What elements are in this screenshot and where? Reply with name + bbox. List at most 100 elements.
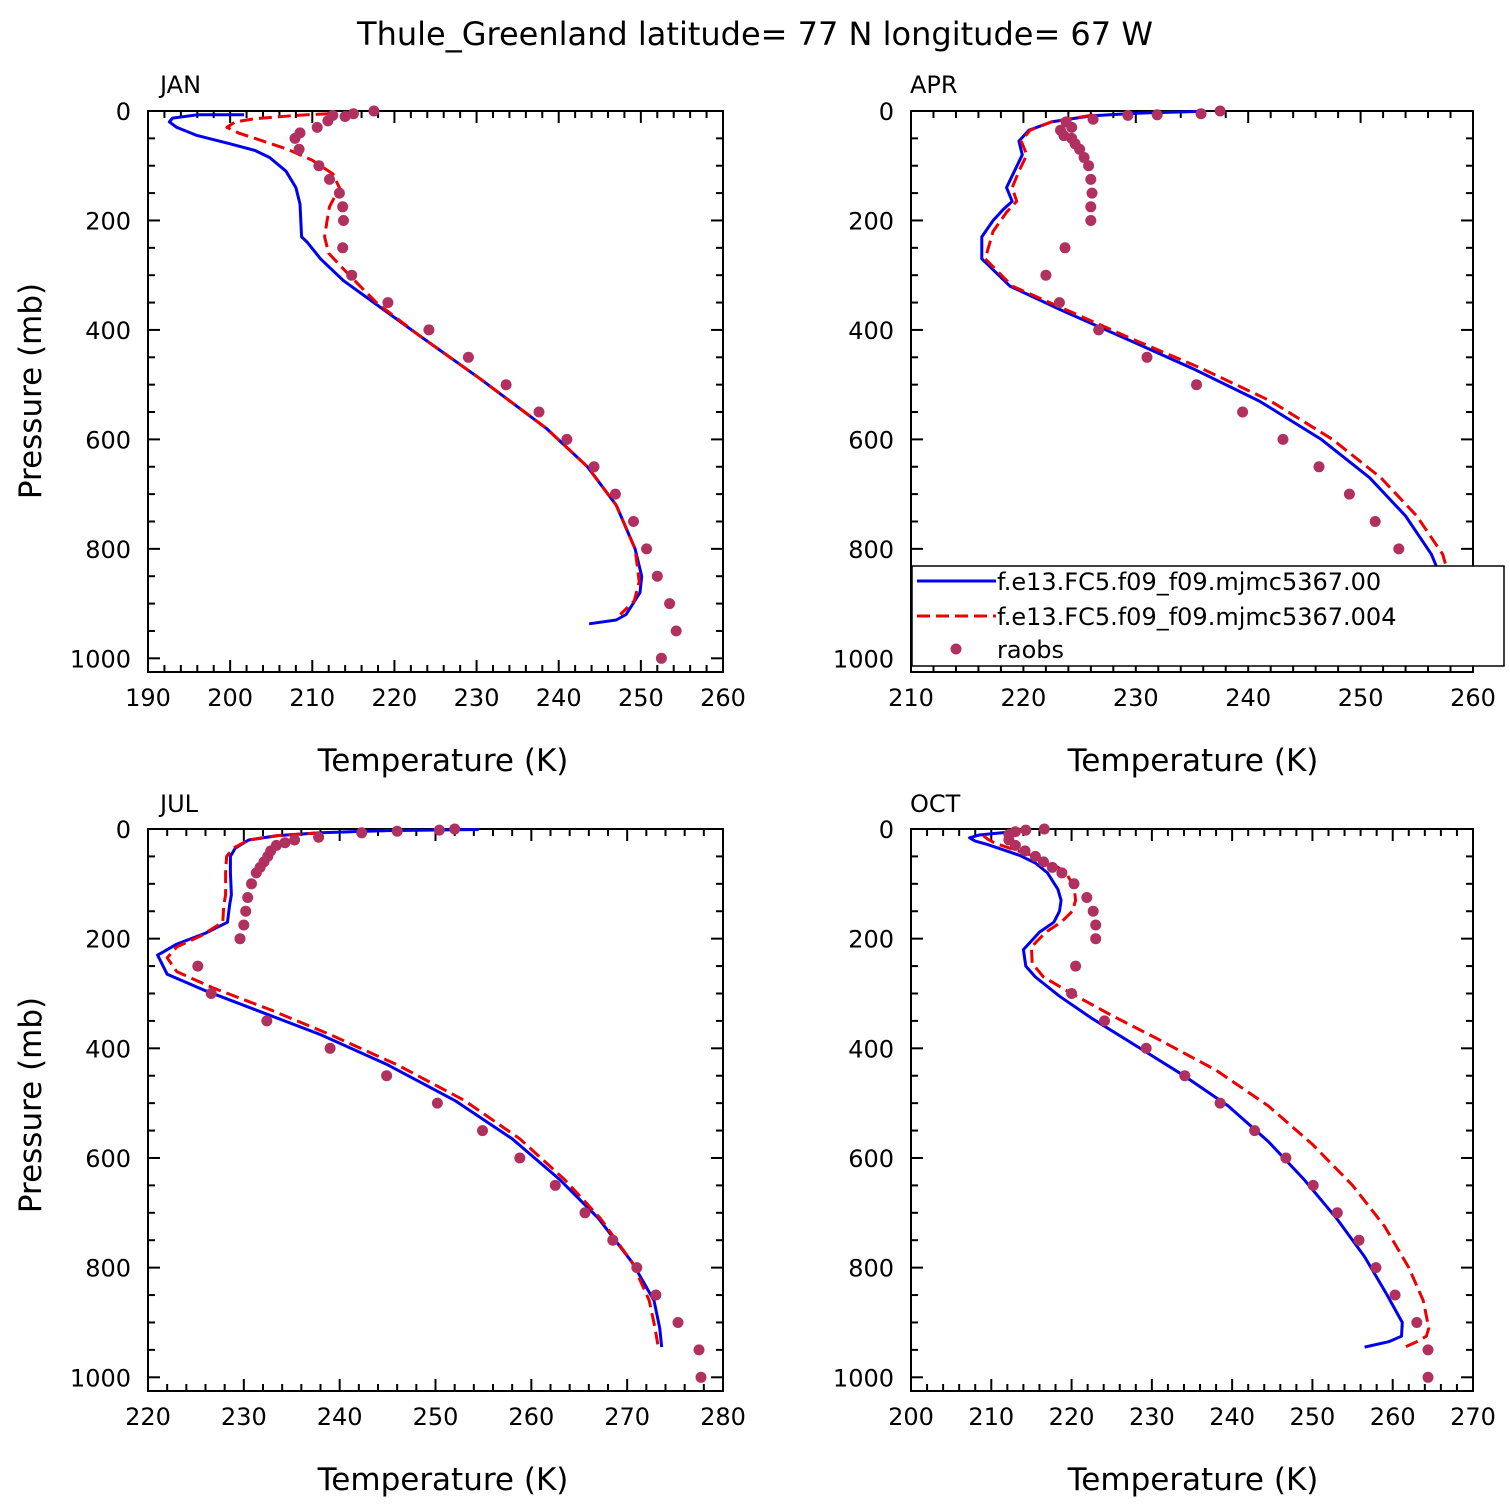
raobs-point: [1040, 269, 1052, 281]
x-tick-label: 220: [125, 1403, 171, 1431]
raobs-point: [1009, 839, 1021, 851]
y-tick-label: 800: [85, 536, 131, 564]
raobs-point: [431, 1097, 443, 1109]
raobs-point: [477, 1125, 488, 1137]
raobs-point: [261, 1015, 273, 1027]
y-tick-label: 1000: [833, 645, 894, 673]
x-tick-label: 190: [125, 684, 171, 712]
x-tick-label: 230: [221, 1403, 267, 1431]
raobs-point: [1046, 861, 1058, 873]
raobs-point: [382, 297, 394, 309]
x-axis-title-jan: Temperature (K): [317, 743, 569, 779]
raobs-point: [651, 570, 663, 582]
raobs-point: [1353, 1234, 1365, 1246]
y-tick-label: 800: [848, 536, 894, 564]
raobs-point: [347, 108, 359, 120]
raobs-point: [1085, 173, 1097, 185]
raobs-point: [324, 1042, 336, 1054]
raobs-point: [664, 598, 676, 610]
raobs-point: [1389, 1289, 1401, 1301]
raobs-point: [655, 652, 667, 664]
x-tick-label: 250: [1338, 684, 1384, 712]
y-tick-label: 400: [85, 317, 131, 345]
raobs-point: [672, 1317, 684, 1328]
raobs-point: [1280, 1152, 1292, 1164]
raobs-point: [1083, 160, 1095, 172]
x-tick-label: 260: [700, 684, 746, 712]
raobs-point: [337, 201, 349, 213]
x-tick-label: 200: [888, 1403, 934, 1431]
plot-frame-oct: [910, 828, 1474, 1392]
series-line-experiment: [983, 113, 1452, 622]
raobs-point: [462, 351, 474, 363]
raobs-point: [242, 892, 254, 903]
raobs-point: [500, 379, 512, 391]
raobs-point: [1179, 1070, 1191, 1082]
raobs-point: [1090, 919, 1102, 931]
raobs-point: [561, 433, 573, 445]
raobs-point: [1066, 121, 1078, 133]
raobs-point: [449, 823, 461, 835]
raobs-point: [381, 1070, 393, 1082]
panel-jan: JAN 190 200 210 220 230 240 250 260 0 200 400 600 80…: [13, 71, 746, 779]
raobs-point: [1085, 215, 1097, 226]
raobs-point: [192, 960, 204, 972]
plot-frame-jan: [147, 110, 724, 673]
raobs-point: [650, 1289, 662, 1301]
y-tick-label: 800: [848, 1255, 894, 1283]
x-tick-label: 220: [1000, 684, 1046, 712]
series-line-control: [156, 828, 664, 1348]
raobs-point: [1249, 1125, 1261, 1137]
raobs-point: [514, 1152, 526, 1164]
x-tick-label: 250: [413, 1403, 459, 1431]
x-tick-label: 220: [372, 684, 418, 712]
y-tick-label: 400: [85, 1035, 131, 1063]
raobs-point: [313, 831, 325, 843]
x-tick-label: 240: [1209, 1403, 1255, 1431]
panel-jul-plot: 220 230 240 250 260 270 280 0 200 400 600 800 1000: [70, 816, 746, 1431]
panel-label-apr: APR: [910, 71, 958, 99]
raobs-point: [641, 543, 653, 555]
x-tick-label: 200: [207, 684, 253, 712]
raobs-point: [1151, 109, 1163, 121]
raobs-point: [1059, 242, 1071, 254]
raobs-point: [1422, 1344, 1434, 1356]
raobs-point: [240, 905, 252, 917]
raobs-point: [533, 406, 545, 418]
x-tick-label: 270: [1450, 1403, 1496, 1431]
x-tick-label: 260: [1370, 1403, 1416, 1431]
y-tick-label: 200: [85, 207, 131, 235]
raobs-point: [1029, 850, 1041, 862]
y-axis-title-jul: Pressure (mb): [13, 997, 49, 1213]
x-tick-label: 260: [508, 1403, 554, 1431]
raobs-point: [1422, 1371, 1434, 1383]
raobs-point: [1140, 1042, 1152, 1054]
raobs-point: [1053, 297, 1065, 309]
y-tick-label: 200: [848, 926, 894, 954]
raobs-point: [1411, 1317, 1423, 1328]
raobs-point: [1020, 824, 1032, 836]
raobs-point: [356, 827, 368, 839]
series-line-control: [167, 113, 644, 626]
y-tick-label: 400: [848, 1035, 894, 1063]
raobs-point: [693, 1344, 705, 1356]
panel-jul: JUL 220 230 240 250 260 270 280 0 200 400 600 800 10…: [13, 790, 746, 1498]
raobs-point: [628, 516, 639, 527]
y-tick-label: 600: [848, 426, 894, 454]
raobs-point: [1085, 201, 1097, 213]
y-tick-label: 800: [85, 1255, 131, 1283]
y-tick-label: 0: [879, 98, 894, 126]
x-axis-title-apr: Temperature (K): [1067, 743, 1319, 779]
raobs-point: [250, 867, 262, 879]
raobs-point: [1019, 845, 1031, 857]
raobs-point: [631, 1262, 643, 1274]
raobs-point: [1038, 856, 1049, 868]
x-tick-label: 210: [888, 684, 934, 712]
raobs-point: [289, 834, 301, 846]
raobs-point: [293, 143, 305, 155]
raobs-point: [1086, 187, 1098, 199]
raobs-point: [1277, 433, 1289, 445]
raobs-point: [609, 488, 621, 500]
raobs-point: [234, 933, 246, 945]
raobs-point: [1066, 988, 1078, 999]
